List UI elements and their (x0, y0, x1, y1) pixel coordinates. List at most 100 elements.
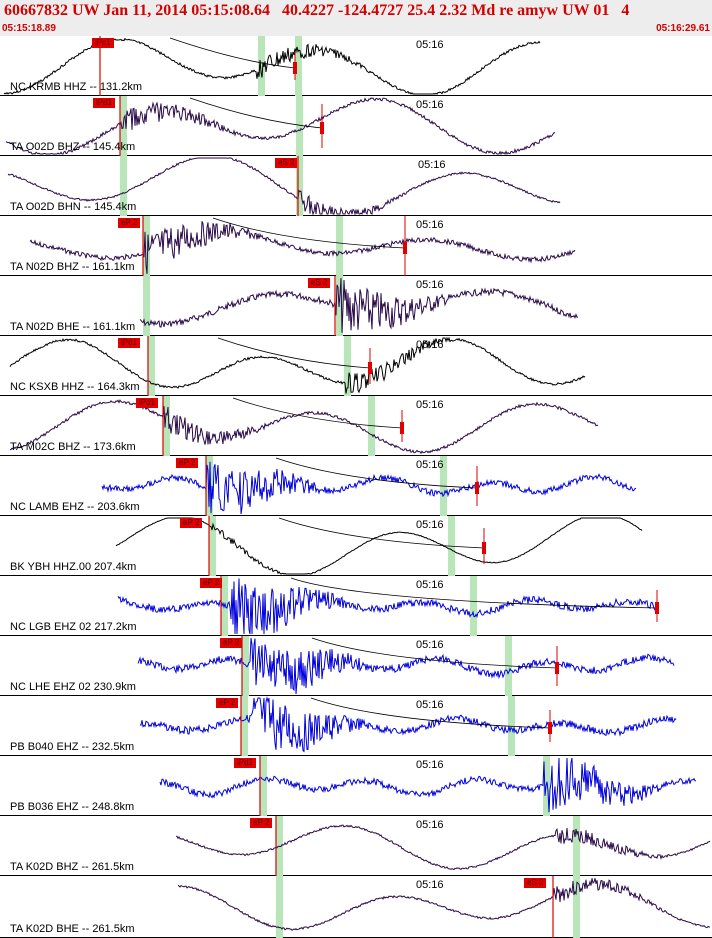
event-header: 60667832 UW Jan 11, 2014 05:15:08.64 40.… (0, 0, 712, 36)
time-tick-label: 05:16 (416, 39, 444, 51)
trace-panel[interactable]: eP 2 05:16 NC LAMB EHZ -- 203.6km (0, 456, 712, 516)
phase-pick-label[interactable]: eP 2 (176, 458, 199, 468)
time-tick-label: 05:16 (416, 219, 444, 231)
coda-marker-block (403, 242, 407, 254)
station-label: PB B036 EHZ -- 248.8km (10, 801, 135, 813)
time-tick-label: 05:16 (416, 699, 444, 711)
window-band (242, 636, 249, 696)
window-band (143, 216, 150, 276)
window-band (296, 96, 303, 156)
coda-marker-block (555, 662, 559, 674)
station-label: TA K02D BHZ -- 261.5km (10, 861, 134, 873)
trace-plot (139, 696, 677, 756)
trace-panel[interactable]: eP 2 05:16 PB B040 EHZ -- 232.5km (0, 696, 712, 756)
trace-panel[interactable]: eP 2 05:16 TA K02D BHZ -- 261.5km (0, 816, 712, 876)
time-tick-label: 05:16 (416, 519, 444, 531)
coda-marker-block (320, 122, 324, 134)
station-label: TA K02D BHE -- 261.5km (10, 923, 135, 935)
window-band (258, 36, 265, 96)
window-band (470, 576, 477, 636)
coda-curve (212, 217, 406, 249)
phase-pick-label[interactable]: eS 2 (308, 278, 331, 288)
phase-pick-label[interactable]: eS 2 (275, 158, 298, 168)
trace-plot (5, 96, 556, 156)
window-band (543, 756, 550, 816)
time-tick-label: 05:16 (416, 459, 444, 471)
trace-panel[interactable]: eP 2 05:16 TA N02D BHZ -- 161.1km (0, 216, 712, 276)
phase-pick-label[interactable]: eP 2 (216, 698, 239, 708)
time-tick-label: 05:16 (416, 279, 444, 291)
phase-pick-label[interactable]: eP 2 (250, 818, 273, 828)
time-tick-label: 05:16 (416, 819, 444, 831)
trace-plot (177, 876, 711, 938)
phase-pick-label[interactable]: iPd1 (136, 398, 159, 408)
window-band (573, 816, 580, 876)
trace-panel[interactable]: eS 2 05:16 TA N02D BHE -- 161.1km (0, 276, 712, 336)
window-band (120, 156, 127, 216)
trace-panel[interactable]: iPd1 05:16 NC KSXB HHZ -- 164.3km (0, 336, 712, 396)
phase-pick-label[interactable]: iPd1 (234, 758, 257, 768)
trace-panel[interactable]: iPd1 05:16 TA O02D BHZ -- 145.4km (0, 96, 712, 156)
trace-panel[interactable]: eP 2 05:16 BK YBH HHZ.00 207.4km (0, 516, 712, 576)
coda-curve (217, 337, 371, 369)
waveform (159, 757, 697, 813)
coda-curve (189, 97, 323, 129)
coda-curve (275, 457, 478, 489)
waveform (9, 336, 586, 394)
phase-pick-label[interactable]: eP 2 (118, 218, 141, 228)
station-label: NC KSXB HHZ -- 164.3km (10, 381, 140, 393)
phase-pick-label[interactable]: eS 2 (524, 878, 547, 888)
station-label: BK YBH HHZ.00 207.4km (10, 561, 137, 573)
coda-marker-block (482, 542, 486, 554)
trace-panel[interactable]: iPc1 05:16 NC KRMB HHZ -- 131.2km (0, 36, 712, 96)
trace-plot (175, 816, 711, 876)
trace-panel[interactable]: iPd1 05:16 PB B036 EHZ -- 248.8km (0, 756, 712, 816)
phase-pick-label[interactable]: iPc1 (92, 38, 114, 48)
phase-pick-label[interactable]: eP 2 (180, 518, 203, 528)
coda-curve (310, 697, 551, 729)
trace-panel[interactable]: eS 2 05:16 TA K02D BHE -- 261.5km (0, 876, 712, 938)
window-band (260, 756, 267, 816)
station-label: PB B040 EHZ -- 232.5km (10, 741, 135, 753)
waveform (29, 221, 576, 274)
waveform (5, 97, 556, 156)
waveform (139, 696, 677, 753)
station-label: TA O02D BHN -- 145.4km (10, 201, 137, 213)
coda-curve (311, 637, 558, 669)
coda-curve (232, 397, 403, 429)
coda-marker-block (655, 602, 659, 614)
station-label: NC LHE EHZ 02 230.9km (10, 681, 136, 693)
station-label: TA M02C BHZ -- 173.6km (10, 441, 136, 453)
phase-pick-label[interactable]: iPd1 (118, 338, 141, 348)
trace-plot (7, 156, 561, 216)
coda-marker-block (293, 62, 297, 74)
waveform (177, 878, 711, 931)
waveform (101, 461, 637, 515)
coda-marker-block (368, 362, 372, 374)
window-start-time: 05:15:18.89 (2, 23, 56, 34)
station-label: TA N02D BHE -- 161.1km (10, 321, 136, 333)
waveform (7, 157, 561, 216)
window-band (143, 276, 150, 336)
phase-pick-label[interactable]: iPd1 (93, 98, 116, 108)
window-band (295, 36, 302, 96)
window-band (148, 336, 155, 396)
window-end-time: 05:16:29.61 (656, 23, 710, 34)
trace-panel[interactable]: iPd1 05:16 TA M02C BHZ -- 173.6km (0, 396, 712, 456)
time-tick-label: 05:16 (416, 759, 444, 771)
trace-panel[interactable]: eP 2 05:16 NC LHE EHZ 02 230.9km (0, 636, 712, 696)
time-tick-label: 05:16 (418, 159, 446, 171)
waveform (117, 578, 659, 635)
window-band (241, 696, 248, 756)
phase-pick-label[interactable]: eP 2 (200, 578, 223, 588)
trace-panel[interactable]: eP 2 05:16 NC LGB EHZ 02 217.2km (0, 576, 712, 636)
trace-panel[interactable]: eS 2 05:16 TA O02D BHN -- 145.4km (0, 156, 712, 216)
station-label: TA N02D BHZ -- 161.1km (10, 261, 135, 273)
time-tick-label: 05:16 (416, 399, 444, 411)
waveform (175, 824, 711, 871)
trace-plot (29, 216, 576, 276)
phase-pick-label[interactable]: eP 2 (220, 638, 243, 648)
time-tick-label: 05:16 (416, 879, 444, 891)
coda-curve (290, 577, 658, 609)
coda-curve (278, 517, 485, 549)
